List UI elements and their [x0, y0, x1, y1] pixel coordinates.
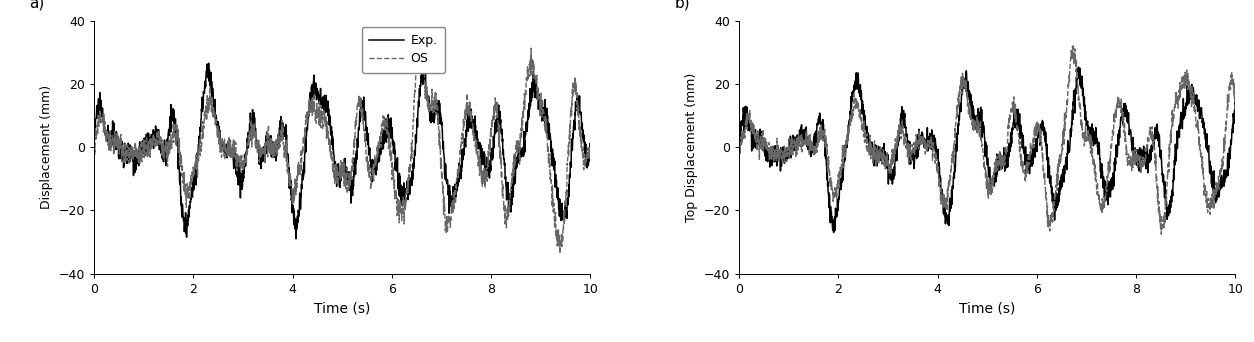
Exp.: [732, 131, 747, 135]
OS: [553, 251, 568, 255]
Exp.: [251, 155, 266, 159]
Exp.: [456, 153, 472, 157]
Exp.: [1071, 65, 1086, 69]
OS: [897, 136, 912, 141]
Exp.: [87, 122, 102, 127]
OS: [1066, 44, 1081, 48]
Exp.: [87, 143, 102, 147]
OS: [1057, 119, 1072, 123]
OS: [1127, 156, 1142, 160]
Line: Exp.: Exp.: [739, 67, 1235, 233]
Text: b): b): [675, 0, 690, 10]
OS: [87, 141, 102, 145]
Line: Exp.: Exp.: [94, 63, 591, 239]
Exp.: [341, 170, 356, 174]
OS: [87, 143, 102, 147]
Line: OS: OS: [739, 46, 1235, 234]
OS: [583, 146, 598, 150]
Exp.: [413, 83, 428, 87]
OS: [456, 121, 472, 126]
OS: [986, 185, 1001, 189]
Y-axis label: Top Displacement (mm): Top Displacement (mm): [685, 73, 698, 222]
OS: [1101, 161, 1116, 165]
Exp.: [583, 147, 598, 151]
Exp.: [288, 237, 303, 241]
OS: [482, 153, 497, 157]
OS: [341, 187, 356, 191]
Exp.: [1057, 163, 1072, 168]
Legend: Exp., OS: Exp., OS: [361, 27, 445, 73]
OS: [1228, 94, 1243, 98]
Y-axis label: Displacement (mm): Displacement (mm): [40, 85, 53, 209]
X-axis label: Time (s): Time (s): [314, 301, 370, 315]
Exp.: [1127, 147, 1142, 151]
Exp.: [826, 231, 841, 235]
Exp.: [1228, 104, 1243, 108]
OS: [731, 150, 746, 154]
OS: [1154, 232, 1169, 236]
Exp.: [897, 115, 912, 119]
Exp.: [1102, 179, 1117, 183]
OS: [732, 146, 747, 150]
Exp.: [731, 150, 746, 154]
Text: a): a): [30, 0, 45, 10]
OS: [413, 28, 428, 32]
Exp.: [986, 178, 1001, 182]
OS: [413, 46, 428, 50]
Exp.: [201, 61, 216, 65]
Exp.: [483, 162, 498, 167]
OS: [251, 143, 266, 147]
Line: OS: OS: [94, 30, 591, 253]
X-axis label: Time (s): Time (s): [959, 301, 1016, 315]
